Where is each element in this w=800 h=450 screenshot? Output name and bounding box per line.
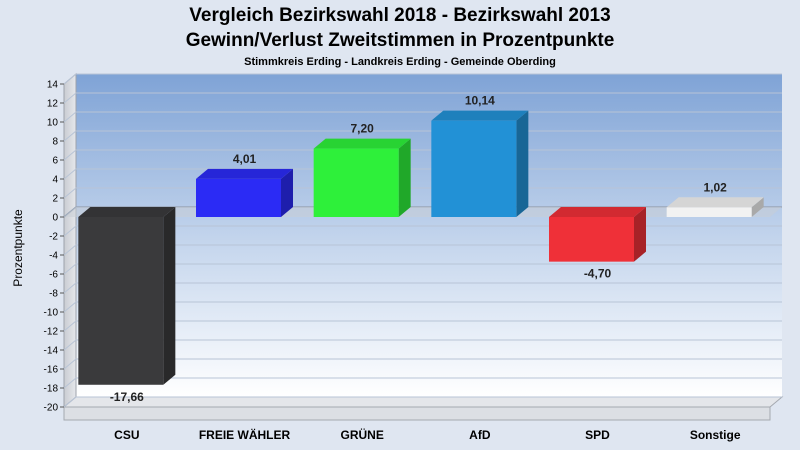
bar-side	[163, 207, 176, 385]
grid-line	[63, 244, 782, 256]
y-tick-label: 12	[47, 99, 59, 110]
y-tick-label: -12	[44, 327, 59, 338]
x-tick-label: CSU	[114, 428, 139, 442]
y-tick-label: -18	[44, 384, 59, 395]
data-label: 7,20	[350, 122, 374, 136]
y-tick-label: -20	[44, 403, 59, 414]
grid-line	[63, 263, 782, 275]
grid-line	[63, 282, 782, 294]
bar-freie-w-hler	[196, 168, 293, 217]
bar-side	[398, 138, 411, 217]
floor	[62, 396, 784, 408]
chart-subtitle: Gewinn/Verlust Zweitstimmen in Prozentpu…	[186, 30, 615, 51]
bar-front	[666, 207, 752, 217]
grid-line	[63, 92, 782, 104]
bar-front	[196, 178, 281, 217]
bar-top	[313, 138, 411, 149]
bar-front	[431, 120, 517, 217]
grid-line	[63, 377, 782, 389]
y-tick-label: -10	[44, 308, 59, 319]
grid-line	[63, 111, 782, 123]
bar-top	[666, 197, 764, 208]
bar-front	[549, 217, 634, 262]
bar-front	[78, 217, 164, 385]
x-tick-label: FREIE WÄHLER	[199, 427, 291, 442]
chart-title: Vergleich Bezirkswahl 2018 - Bezirkswahl…	[189, 5, 610, 26]
bars-layer	[78, 110, 764, 385]
bar-side	[751, 197, 764, 217]
grid-line	[63, 149, 782, 161]
x-tick-label: GRÜNE	[340, 427, 383, 442]
x-tick-label: SPD	[585, 428, 610, 442]
grid-line	[63, 168, 782, 180]
bar-sonstige	[666, 197, 764, 217]
y-tick-label: 4	[52, 175, 58, 186]
bar-csu	[78, 207, 176, 385]
plot-background	[76, 74, 782, 397]
bar-top	[196, 168, 293, 179]
y-tick-label: -4	[49, 251, 58, 262]
y-axis-label: Prozentpunkte	[11, 209, 25, 287]
data-label: 4,01	[233, 152, 257, 166]
x-tick-label: AfD	[469, 428, 491, 442]
y-tick-label: 0	[52, 213, 58, 224]
labels-layer: 14 12 10 8 6 4 2 0 -2 -4 -6 -8 -10 -12 -14 -16 -18 -20 -17…	[44, 80, 741, 443]
bar-top	[549, 207, 646, 217]
data-label: 10,14	[465, 94, 495, 108]
bar-top	[78, 207, 176, 217]
y-tick-label: 6	[52, 156, 58, 167]
chart-caption: Stimmkreis Erding - Landkreis Erding - G…	[244, 56, 556, 68]
bar-side	[516, 110, 529, 217]
grid-line	[63, 396, 782, 408]
grid-line	[63, 358, 782, 370]
grid-line	[63, 73, 782, 85]
bar-side	[634, 207, 646, 262]
bar-spd	[549, 207, 646, 262]
grid-line	[63, 187, 782, 199]
bar-gr-ne	[313, 138, 411, 217]
axis-layer	[60, 72, 784, 421]
y-tick-label: -6	[49, 270, 58, 281]
y-tick-label: 8	[52, 137, 58, 148]
grid-line	[63, 130, 782, 142]
bar-afd	[431, 110, 529, 217]
y-tick-label: -8	[49, 289, 58, 300]
bar-front	[313, 148, 399, 217]
y-tick-label: 2	[52, 194, 58, 205]
data-label: 1,02	[703, 180, 727, 194]
y-tick-label: -14	[44, 346, 59, 357]
bar-top	[431, 110, 529, 121]
data-label: -4,70	[584, 267, 612, 281]
grid-line	[63, 301, 782, 313]
y-tick-label: 10	[47, 118, 59, 129]
x-tick-label: Sonstige	[690, 428, 741, 442]
y-tick-label: -16	[44, 365, 59, 376]
grid-line	[63, 225, 782, 237]
floor-edge	[63, 406, 771, 421]
grid-line	[63, 320, 782, 332]
y-tick-label: -2	[49, 232, 58, 243]
y-tick-label: 14	[47, 80, 59, 91]
grid-line	[63, 339, 782, 351]
data-label: -17,66	[110, 390, 144, 404]
left-wall	[63, 72, 77, 409]
bar-side	[281, 168, 293, 217]
